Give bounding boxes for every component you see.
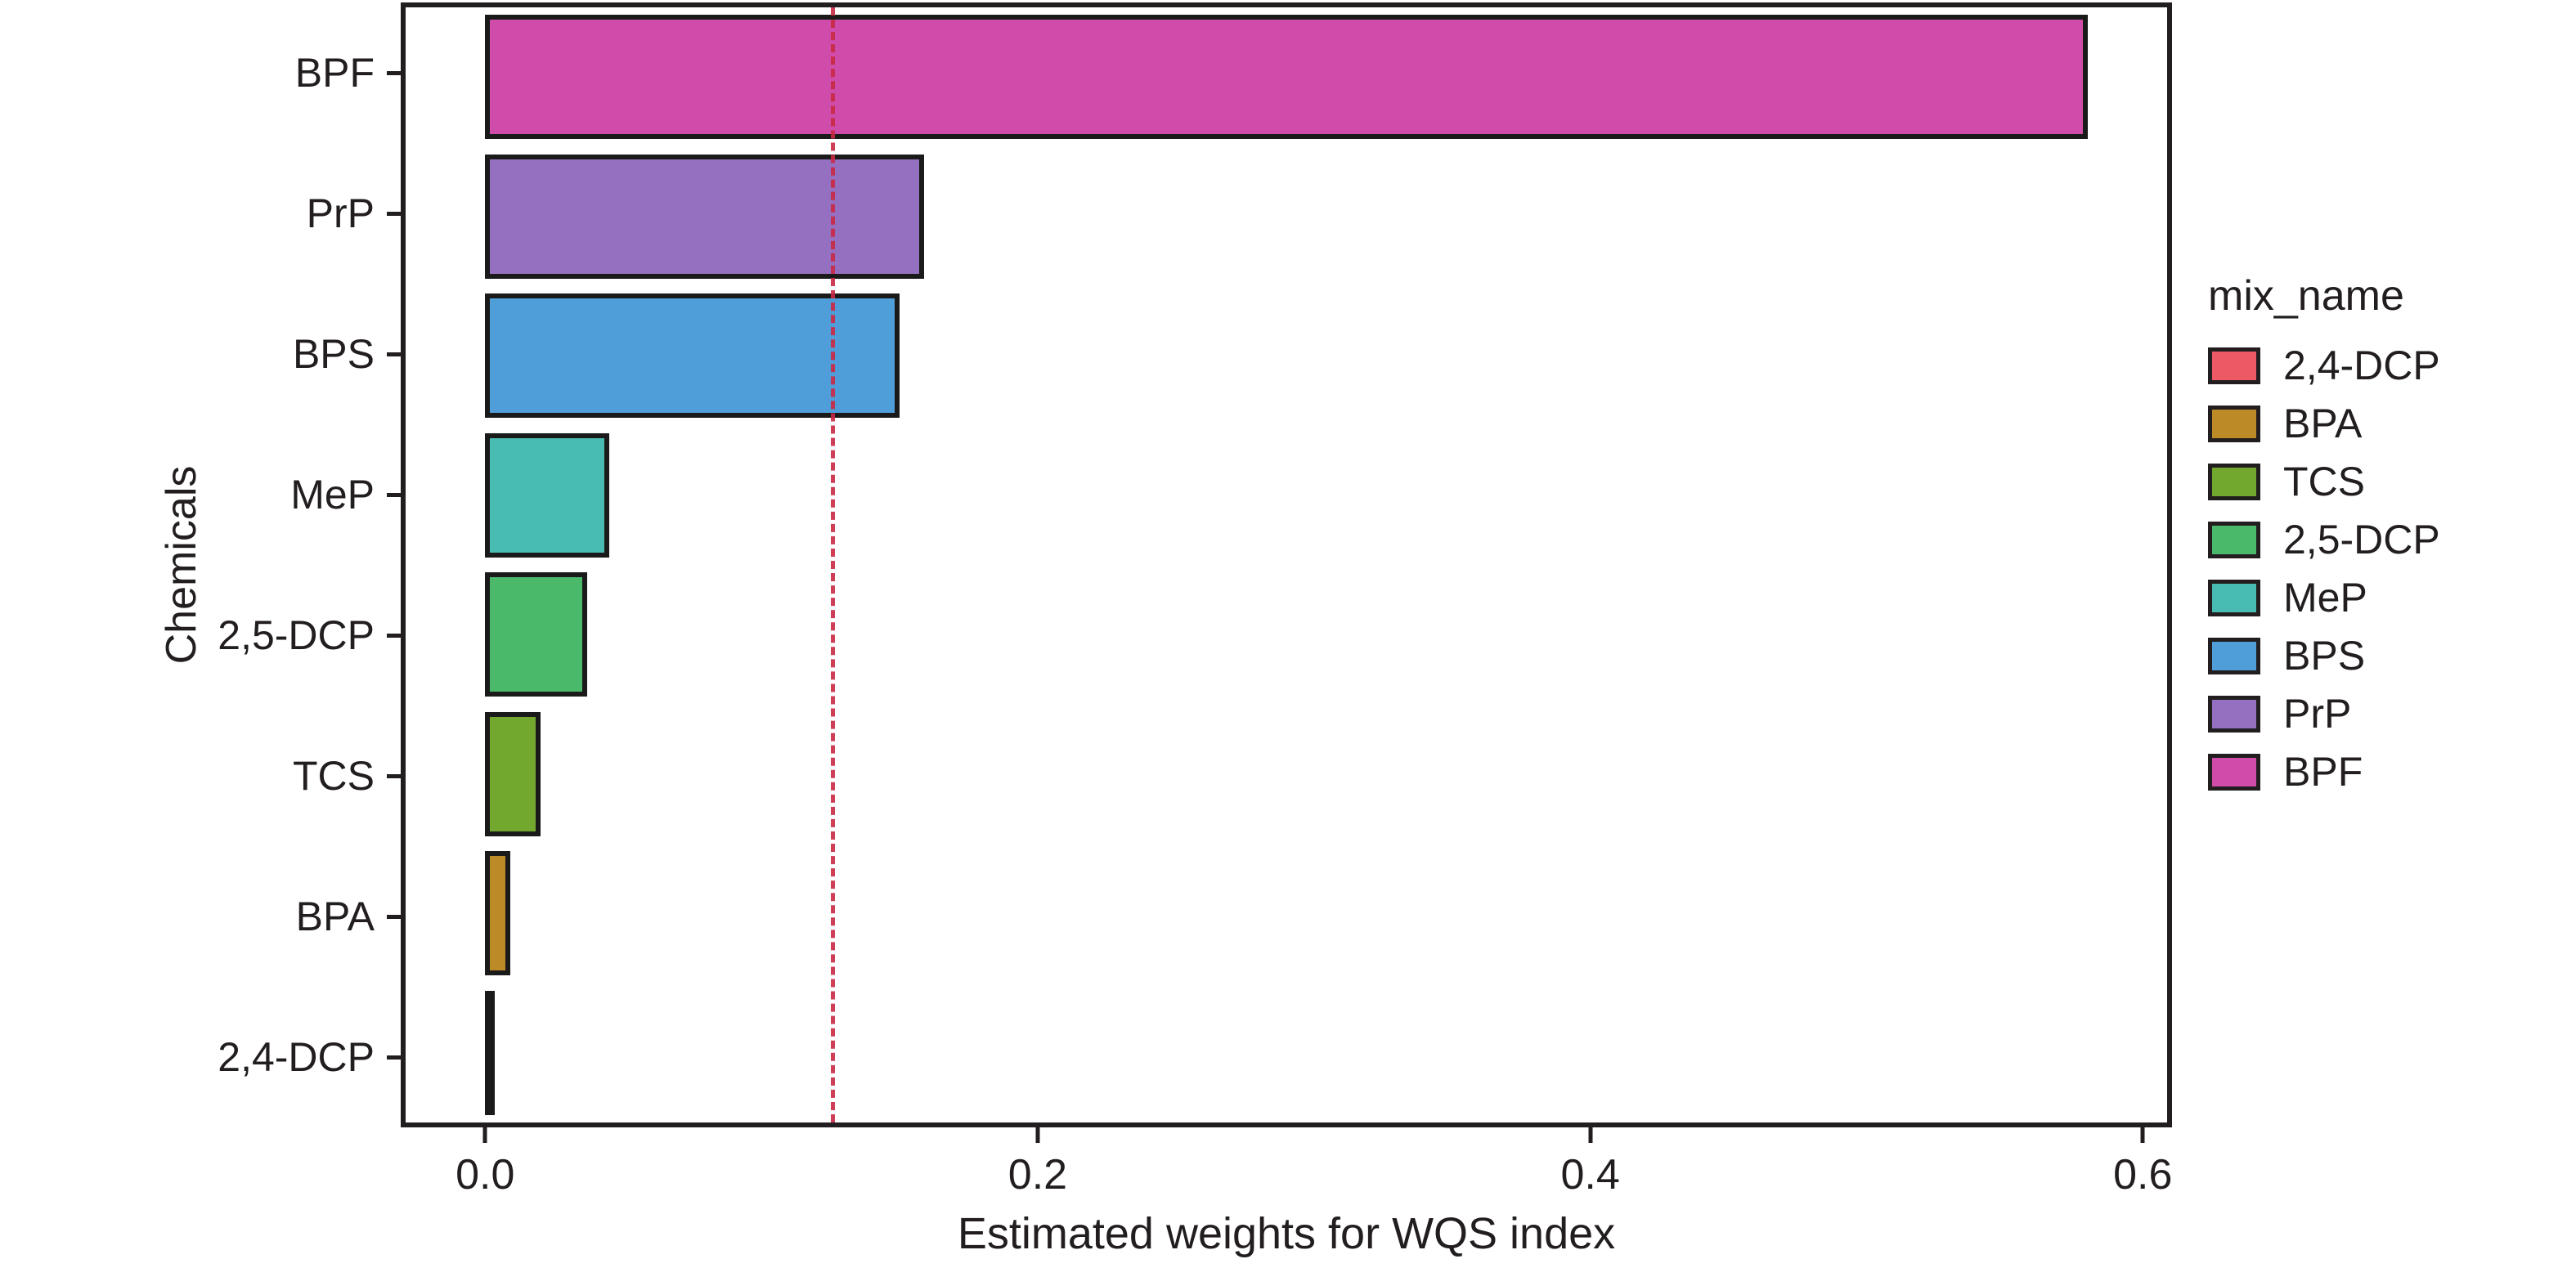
bar-bps	[485, 293, 900, 419]
legend-item-tcs: TCS	[2208, 458, 2440, 505]
bar-row-2-5-dcp	[406, 565, 2167, 705]
y-axis-labels: BPF PrP BPS MeP 2,5-DCP TCS BPA 2,4-DCP	[0, 2, 401, 1127]
bar-bpa	[485, 851, 510, 976]
y-tick-label-tcs: TCS	[293, 753, 375, 799]
legend-title: mix_name	[2208, 272, 2404, 320]
y-tick-label-2-4-dcp: 2,4-DCP	[218, 1034, 375, 1080]
bar-tcs	[485, 711, 541, 836]
bar-row-mep	[406, 426, 2167, 566]
bar-row-bpa	[406, 844, 2167, 983]
bar-2-4-dcp	[485, 990, 496, 1115]
legend-item-mep: MeP	[2208, 574, 2440, 621]
legend-label-prp: PrP	[2283, 691, 2352, 737]
y-tick-label-bpf: BPF	[294, 50, 375, 96]
y-tick-mark	[387, 70, 401, 75]
legend-label-bps: BPS	[2283, 633, 2366, 679]
x-tick-label-0-4: 0.4	[1560, 1151, 1620, 1199]
bar-2-5-dcp	[485, 572, 588, 697]
bar-mep	[485, 432, 610, 558]
y-tick-row-mep: MeP	[0, 424, 401, 565]
x-tick-label-0-2: 0.2	[1008, 1151, 1068, 1199]
bar-prp	[485, 154, 925, 279]
legend-label-bpa: BPA	[2283, 401, 2363, 446]
bar-row-tcs	[406, 705, 2167, 845]
legend-swatch-bpf	[2208, 753, 2260, 791]
legend-items: 2,4-DCP BPA TCS 2,5-DCP MeP BPS PrP BPF	[2208, 342, 2440, 795]
legend-label-2-4-dcp: 2,4-DCP	[2283, 343, 2440, 388]
y-tick-label-mep: MeP	[290, 472, 375, 518]
legend-swatch-mep	[2208, 579, 2260, 616]
x-tick-mark-0-2	[1035, 1127, 1040, 1143]
plot-panel-rows	[406, 7, 2167, 1122]
bar-row-prp	[406, 147, 2167, 287]
bar-bpf	[485, 15, 2088, 140]
y-tick-row-2-5-dcp: 2,5-DCP	[0, 565, 401, 706]
legend-label-2-5-dcp: 2,5-DCP	[2283, 517, 2440, 562]
x-tick-mark-0-6	[2140, 1127, 2145, 1143]
x-axis-title: Estimated weights for WQS index	[957, 1209, 1616, 1258]
y-tick-row-bpa: BPA	[0, 846, 401, 987]
y-tick-label-bps: BPS	[292, 331, 375, 377]
legend-swatch-prp	[2208, 695, 2260, 733]
y-tick-row-bps: BPS	[0, 284, 401, 424]
plot-panel	[401, 2, 2172, 1127]
legend-item-bpa: BPA	[2208, 400, 2440, 447]
legend-swatch-2-4-dcp	[2208, 347, 2260, 384]
legend-swatch-tcs	[2208, 463, 2260, 500]
y-tick-label-prp: PrP	[306, 190, 375, 236]
legend-swatch-bps	[2208, 637, 2260, 674]
y-tick-mark	[387, 1055, 401, 1060]
legend-swatch-bpa	[2208, 405, 2260, 442]
legend: mix_name 2,4-DCP BPA TCS 2,5-DCP MeP BPS PrP BP…	[2208, 271, 2440, 806]
bar-row-bpf	[406, 7, 2167, 147]
legend-label-mep: MeP	[2283, 575, 2367, 621]
y-tick-mark	[387, 773, 401, 778]
y-tick-row-bpf: BPF	[0, 2, 401, 143]
x-tick-mark-0-0	[482, 1127, 487, 1143]
y-tick-mark	[387, 492, 401, 497]
legend-item-2-5-dcp: 2,5-DCP	[2208, 516, 2440, 563]
y-tick-mark	[387, 914, 401, 919]
y-tick-label-2-5-dcp: 2,5-DCP	[218, 612, 375, 658]
y-tick-mark	[387, 633, 401, 638]
x-tick-label-0-0: 0.0	[456, 1151, 515, 1199]
x-tick-mark-0-4	[1588, 1127, 1593, 1143]
legend-item-bps: BPS	[2208, 632, 2440, 679]
y-tick-mark	[387, 211, 401, 216]
legend-label-bpf: BPF	[2283, 749, 2363, 795]
y-tick-row-prp: PrP	[0, 143, 401, 284]
x-tick-label-0-6: 0.6	[2113, 1151, 2173, 1199]
reference-line	[830, 7, 835, 1122]
y-tick-row-2-4-dcp: 2,4-DCP	[0, 987, 401, 1127]
y-tick-row-tcs: TCS	[0, 706, 401, 846]
legend-label-tcs: TCS	[2283, 459, 2365, 504]
legend-item-prp: PrP	[2208, 690, 2440, 737]
y-tick-label-bpa: BPA	[295, 894, 375, 939]
bar-row-bps	[406, 286, 2167, 426]
bar-row-2-4-dcp	[406, 983, 2167, 1123]
legend-item-bpf: BPF	[2208, 748, 2440, 795]
legend-item-2-4-dcp: 2,4-DCP	[2208, 342, 2440, 389]
y-tick-mark	[387, 352, 401, 356]
legend-swatch-2-5-dcp	[2208, 521, 2260, 558]
x-axis: 0.0 0.2 0.4 0.6	[406, 1127, 2172, 1234]
